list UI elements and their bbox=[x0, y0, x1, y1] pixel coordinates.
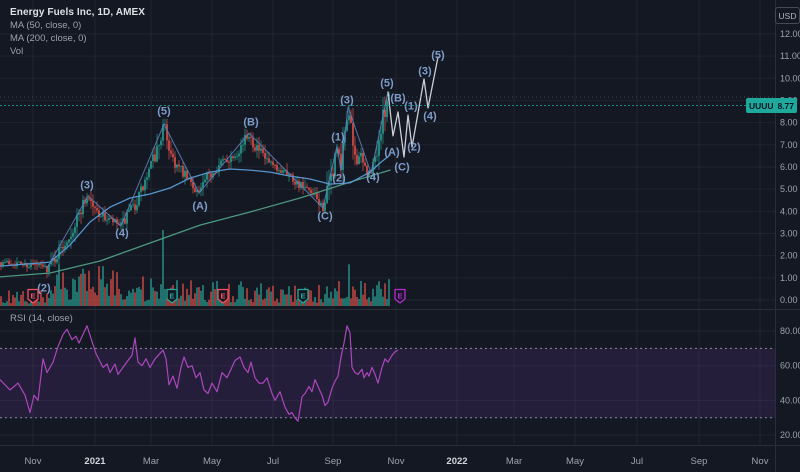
wave-label: (5) bbox=[431, 50, 445, 62]
main-legend: Energy Fuels Inc, 1D, AMEX MA (50, close… bbox=[10, 6, 145, 58]
wave-label: (5) bbox=[157, 106, 171, 118]
rsi-tick-label: 60.00 bbox=[780, 361, 800, 371]
earnings-icon: E bbox=[27, 288, 39, 304]
wave-label: (2) bbox=[37, 283, 51, 295]
price-tick-label: 6.00 bbox=[780, 162, 798, 172]
wave-label: (3) bbox=[418, 65, 432, 77]
currency-badge[interactable]: USD bbox=[775, 7, 800, 24]
wave-label: (3) bbox=[80, 179, 94, 191]
price-tick-label: 4.00 bbox=[780, 206, 798, 216]
time-tick-month: Jul bbox=[267, 456, 279, 467]
wave-label: (2) bbox=[332, 173, 346, 185]
price-tick-label: 2.00 bbox=[780, 251, 798, 261]
wave-label: (1) bbox=[331, 132, 345, 144]
price-tick-label: 3.00 bbox=[780, 228, 798, 238]
time-tick-year: 2021 bbox=[84, 456, 106, 467]
ma200-line bbox=[0, 169, 391, 278]
svg-text:E: E bbox=[169, 292, 174, 301]
earnings-icon: E bbox=[166, 288, 178, 304]
grid-lines bbox=[0, 0, 775, 445]
time-tick-month: Mar bbox=[506, 456, 522, 467]
last-price-value: 8.77 bbox=[777, 100, 794, 111]
price-tick-label: 7.00 bbox=[780, 140, 798, 150]
time-tick-year: 2022 bbox=[446, 456, 467, 467]
elliott-wave-labels: (2) (3) (4) (5) (A) (B) (C) (1) (2) (3) (4) (5) (A) (… bbox=[37, 50, 445, 295]
symbol-title[interactable]: Energy Fuels Inc, 1D, AMEX bbox=[10, 7, 146, 18]
time-tick-month: Nov bbox=[388, 456, 405, 467]
price-axis[interactable]: 12.0011.0010.009.008.007.006.005.004.003… bbox=[780, 29, 800, 305]
wave-label: (4) bbox=[115, 228, 129, 240]
svg-text:E: E bbox=[30, 292, 35, 301]
svg-text:E: E bbox=[397, 292, 402, 301]
candlesticks bbox=[0, 91, 390, 278]
wave-label: (4) bbox=[423, 110, 437, 122]
wave-label: (B) bbox=[390, 93, 406, 105]
time-tick-month: Jul bbox=[631, 456, 643, 467]
wave-label: (1) bbox=[404, 101, 418, 113]
price-tick-label: 10.00 bbox=[780, 73, 800, 83]
price-tick-label: 5.00 bbox=[780, 184, 798, 194]
time-tick-month: Nov bbox=[25, 456, 42, 467]
wave-label: (4) bbox=[366, 171, 380, 183]
projection-zigzag-line[interactable] bbox=[387, 56, 439, 158]
wave-label: (3) bbox=[340, 95, 354, 107]
time-axis[interactable]: Nov 2021 Mar May Jul Sep Nov 2022 Mar May Jul Sep No… bbox=[25, 456, 769, 467]
ticker-label: UUUU bbox=[749, 100, 774, 111]
volume-legend-item[interactable]: Vol bbox=[10, 46, 24, 57]
rsi-axis[interactable]: 80.00 60.00 40.00 20.00 bbox=[780, 326, 800, 440]
rsi-band bbox=[0, 347, 775, 419]
time-tick-month: May bbox=[203, 456, 221, 467]
rsi-line bbox=[0, 325, 399, 422]
wave-label: (B) bbox=[243, 116, 259, 128]
rsi-legend-item[interactable]: RSI (14, close) bbox=[10, 313, 73, 324]
wave-label: (C) bbox=[394, 161, 410, 173]
price-tick-label: 1.00 bbox=[780, 273, 798, 283]
price-tick-label: 0.00 bbox=[780, 295, 798, 305]
ma200-legend-item[interactable]: MA (200, close, 0) bbox=[10, 33, 87, 44]
wave-label: (C) bbox=[317, 210, 333, 222]
svg-text:E: E bbox=[220, 292, 225, 301]
time-tick-month: May bbox=[566, 456, 584, 467]
volume-bars bbox=[0, 230, 390, 306]
time-tick-month: Nov bbox=[752, 456, 769, 467]
current-price-line bbox=[0, 96, 775, 106]
price-tick-label: 8.00 bbox=[780, 118, 798, 128]
rsi-tick-label: 40.00 bbox=[780, 395, 800, 405]
time-tick-month: Sep bbox=[691, 456, 708, 467]
wave-label: (5) bbox=[380, 77, 394, 89]
svg-text:E: E bbox=[300, 292, 305, 301]
wave-label: (2) bbox=[407, 142, 421, 154]
price-tick-label: 11.00 bbox=[780, 51, 800, 61]
last-price-label: UUUU 8.77 bbox=[746, 98, 797, 113]
earnings-icon: E bbox=[297, 288, 309, 304]
ma50-legend-item[interactable]: MA (50, close, 0) bbox=[10, 20, 82, 31]
price-tick-label: 12.00 bbox=[780, 29, 800, 39]
time-tick-month: Sep bbox=[325, 456, 342, 467]
time-tick-month: Mar bbox=[143, 456, 159, 467]
wave-label: (A) bbox=[384, 146, 400, 158]
elliott-wave-lines[interactable] bbox=[46, 91, 389, 269]
ma50-line bbox=[0, 154, 391, 267]
wave-label: (A) bbox=[192, 200, 208, 212]
rsi-tick-label: 20.00 bbox=[780, 430, 800, 440]
earnings-icon: E bbox=[217, 288, 229, 304]
earnings-icon: E bbox=[394, 288, 406, 304]
rsi-tick-label: 80.00 bbox=[780, 326, 800, 336]
